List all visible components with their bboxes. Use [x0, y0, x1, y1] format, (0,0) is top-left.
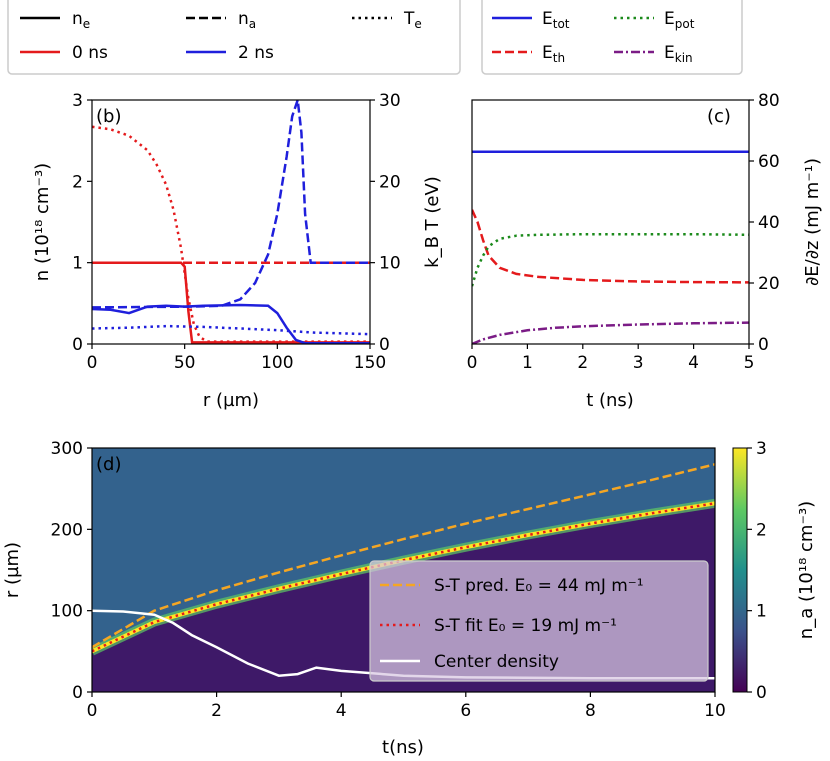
legend-c-eth: Eth	[492, 43, 565, 65]
y-tick-label: 100	[51, 602, 83, 622]
legend-d-frame	[369, 560, 709, 682]
y2-tick-label: 20	[758, 274, 780, 294]
legend-d-center-label: Center density	[434, 652, 559, 672]
legend-b-0ns: 0 ns	[20, 43, 108, 63]
y-tick-label: 0	[72, 335, 83, 355]
series-t-e-2-ns	[92, 324, 370, 336]
x-tick-label: 0	[87, 353, 98, 373]
panel-b-label: (b)	[96, 106, 121, 127]
y-tick-label: 300	[51, 439, 83, 459]
legend-b: ne na Te 0 ns 2 ns	[7, 0, 461, 75]
y2-tick-label: 60	[758, 152, 780, 172]
legend-d-fit-label: S-T fit E₀ = 19 mJ m⁻¹	[434, 616, 617, 636]
series-n-e-2-ns	[92, 303, 370, 344]
x-tick-label: 0	[87, 701, 98, 721]
legend-b-ne-label: ne	[72, 9, 90, 31]
legend-b-te: Te	[352, 9, 422, 31]
series-s-t-fit	[92, 502, 715, 653]
series-e-pot	[472, 232, 749, 287]
legend-b-0ns-label: 0 ns	[72, 43, 108, 63]
legend-b-2ns-label: 2 ns	[238, 43, 274, 63]
legend-c: Etot Epot Eth Ekin	[481, 0, 743, 75]
legend-c-epot: Epot	[614, 9, 695, 31]
series-e-th	[472, 209, 749, 284]
panel-d-ylabel: r (µm)	[2, 542, 23, 598]
legend-c-frame	[481, 0, 743, 75]
legend-d: S-T pred. E₀ = 44 mJ m⁻¹ S-T fit E₀ = 19…	[369, 560, 709, 682]
x-tick-label: 5	[744, 353, 755, 373]
x-tick-label: 8	[585, 701, 596, 721]
x-tick-label: 100	[261, 353, 293, 373]
legend-b-na-label: na	[238, 9, 256, 31]
series-e-kin	[472, 321, 749, 344]
legend-b-2ns: 2 ns	[186, 43, 274, 63]
y2-tick-label: 0	[756, 683, 767, 703]
x-tick-label: 1	[522, 353, 533, 373]
legend-c-epot-label: Epot	[664, 9, 695, 31]
x-tick-label: 50	[174, 353, 196, 373]
y2-tick-label: 30	[379, 91, 401, 111]
series-t-e-0-ns	[92, 125, 370, 343]
colorbar	[732, 447, 748, 693]
legend-b-frame	[7, 0, 461, 75]
y2-tick-label: 80	[758, 91, 780, 111]
legend-d-pred-label: S-T pred. E₀ = 44 mJ m⁻¹	[434, 576, 644, 596]
legend-c-ekin: Ekin	[614, 43, 693, 65]
x-tick-label: 10	[704, 701, 726, 721]
y2-tick-label: 0	[379, 335, 390, 355]
legend-c-etot: Etot	[492, 9, 570, 31]
panel-c-xlabel: t (ns)	[586, 390, 634, 411]
y2-tick-label: 40	[758, 213, 780, 233]
panel-c-series	[472, 150, 749, 344]
y-tick-label: 0	[72, 683, 83, 703]
panel-c-frame	[471, 99, 750, 345]
y-tick-label: 3	[72, 91, 83, 111]
legend-c-eth-label: Eth	[542, 43, 565, 65]
legend-b-na: na	[186, 9, 256, 31]
panel-b-series	[92, 100, 370, 344]
y2-tick-label: 10	[379, 254, 401, 274]
legend-b-ne: ne	[20, 9, 90, 31]
y2-tick-label: 0	[758, 335, 769, 355]
y2-tick-label: 20	[379, 172, 401, 192]
legend-c-ekin-label: Ekin	[664, 43, 693, 65]
legend-b-te-label: Te	[403, 9, 422, 31]
panel-d-xlabel: t(ns)	[382, 737, 424, 758]
panel-d-label: (d)	[96, 454, 121, 475]
y-tick-label: 2	[72, 172, 83, 192]
y2-tick-label: 1	[756, 602, 767, 622]
x-tick-label: 6	[460, 701, 471, 721]
panel-d: S-T pred. E₀ = 44 mJ m⁻¹ S-T fit E₀ = 19…	[2, 439, 817, 758]
x-tick-label: 4	[688, 353, 699, 373]
panel-d-frame	[91, 447, 716, 693]
series-s-t-pred-	[92, 463, 715, 649]
y-tick-label: 1	[72, 254, 83, 274]
x-tick-label: 3	[633, 353, 644, 373]
panel-c-label: (c)	[707, 106, 731, 127]
panel-b-ylabel: n (10¹⁸ cm⁻³)	[32, 163, 53, 281]
x-tick-label: 2	[211, 701, 222, 721]
series-n-a-2-ns	[92, 100, 370, 309]
series-n-e-0-ns	[92, 261, 370, 344]
panel-c-y2label: ∂E/∂z (mJ m⁻¹)	[802, 158, 823, 286]
y2-tick-label: 3	[756, 439, 767, 459]
panel-b-y2label: k_B T (eV)	[422, 176, 443, 268]
y-tick-label: 200	[51, 520, 83, 540]
panel-b-frame	[91, 99, 371, 345]
colorbar-ticks: 0 1 2 3	[747, 439, 767, 703]
y2-tick-label: 2	[756, 520, 767, 540]
panel-b-xlabel: r (µm)	[203, 390, 259, 411]
x-tick-label: 2	[577, 353, 588, 373]
x-tick-label: 4	[336, 701, 347, 721]
legend-c-etot-label: Etot	[542, 9, 570, 31]
x-tick-label: 150	[354, 353, 386, 373]
colorbar-label: n_a (10¹⁸ cm⁻³)	[796, 501, 817, 639]
x-tick-label: 0	[467, 353, 478, 373]
